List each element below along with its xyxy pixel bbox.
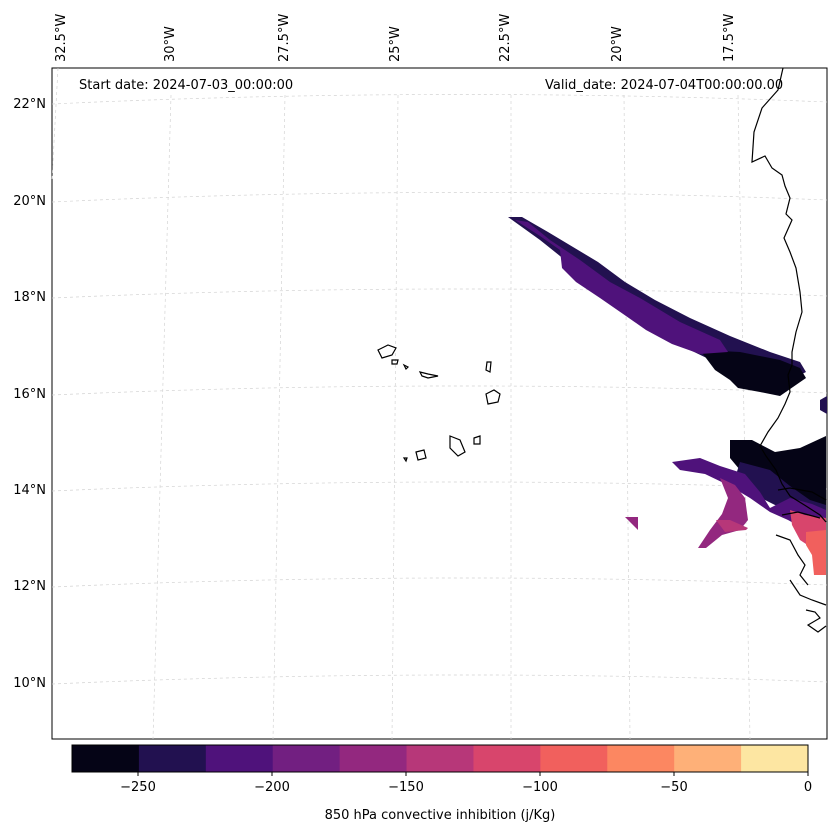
lon-label-17.5w: 17.5°W [722,13,737,62]
island-sao-vicente [391,359,399,365]
senegambia-coast [775,487,827,633]
colorbar-tick-label: −150 [388,780,424,795]
colorbar-swatch [674,745,742,772]
colorbar-ticks [137,772,809,776]
colorbar-tick-label: 0 [803,780,813,795]
africa-coast [751,67,827,523]
island-fogo [415,449,427,461]
lat-label-22n: 22°N [13,97,46,112]
cin-south-pink [716,520,748,532]
island-santiago [449,435,466,457]
lon-label-27.5w: 27.5°W [277,13,292,62]
colorbar-swatch [72,745,140,772]
colorbar-swatch [607,745,675,772]
island-brava [402,457,408,463]
island-boa-vista [485,389,501,405]
colorbar-swatch [741,745,809,772]
island-maio [473,435,481,445]
colorbar-swatch [205,745,274,772]
lon-label-30w: 30°W [163,26,178,62]
cin-south-purple [672,458,826,530]
colorbar [72,745,809,772]
lon-label-25w: 25°W [388,26,403,62]
colorbar-swatch [138,745,207,772]
cin-contours [508,217,827,575]
lat-label-14n: 14°N [13,483,46,498]
colorbar-tick-label: −200 [254,780,290,795]
lat-label-18n: 18°N [13,290,46,305]
island-santa-luzia [402,363,410,371]
cin-small-patch [625,517,638,530]
island-sao-nicolau [418,371,439,379]
cin-band-core [515,220,728,354]
island-santo-antao [377,344,397,359]
lon-label-20w: 20°W [610,26,625,62]
lat-label-12n: 12°N [13,579,46,594]
colorbar-swatch [272,745,341,772]
map-frame [51,67,828,740]
lon-label-32.5w: 32.5°W [54,13,69,62]
start-date-text: Start date: 2024-07-03_00:00:00 [79,78,294,93]
coastlines [377,67,827,633]
lat-label-10n: 10°N [13,676,46,691]
cin-band-darkest [700,350,806,396]
colorbar-swatch [339,745,408,772]
cin-south-salmon [806,530,826,575]
valid-date-text: Valid_date: 2024-07-04T00:00:00.00 [545,78,784,93]
colorbar-swatch [540,745,608,772]
island-sal [485,361,492,373]
colorbar-swatch [473,745,541,772]
colorbar-swatch [406,745,474,772]
colorbar-tick-label: −50 [660,780,688,795]
lon-label-22.5w: 22.5°W [498,13,513,62]
colorbar-tick-label: −250 [120,780,156,795]
cin-band-dark [508,217,806,380]
lat-label-16n: 16°N [13,387,46,402]
lat-label-20n: 20°N [13,194,46,209]
cin-edge-patch [820,396,827,414]
colorbar-tick-label: −100 [522,780,558,795]
colorbar-label: 850 hPa convective inhibition (j/Kg) [324,808,556,823]
colorbar-frame [71,744,809,773]
gridlines [51,67,828,740]
